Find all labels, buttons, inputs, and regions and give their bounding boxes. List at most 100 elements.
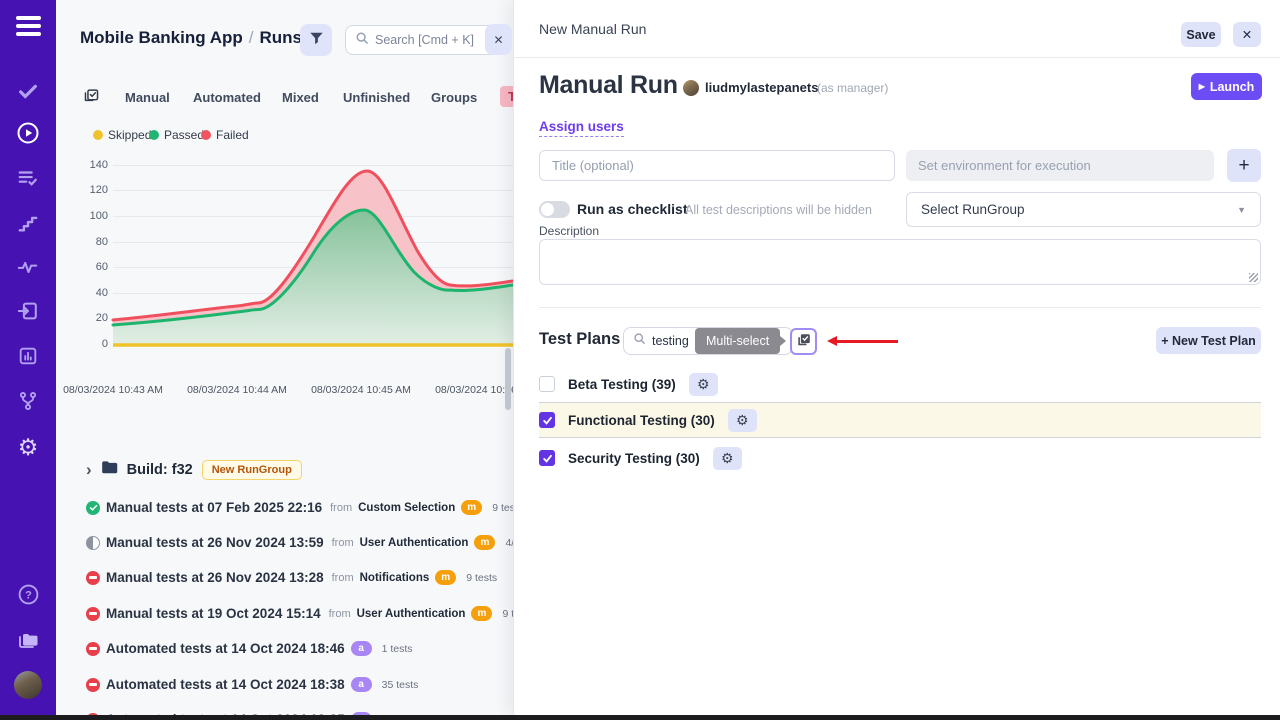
run-row[interactable]: Manual tests at 26 Nov 2024 13:28 from N… [86, 570, 513, 585]
launch-button[interactable]: ▶ Launch [1191, 73, 1262, 100]
plan-checkbox-checked[interactable] [539, 412, 555, 428]
save-button[interactable]: Save [1181, 22, 1221, 47]
analytics-icon[interactable] [0, 345, 56, 367]
runs-play-icon[interactable] [0, 121, 56, 145]
plan-checkbox-unchecked[interactable] [539, 376, 555, 392]
rungroup-label[interactable]: Build: f32 [127, 462, 193, 478]
plan-name[interactable]: Functional Testing (30) [568, 413, 715, 428]
run-count: 9 tests [466, 572, 497, 584]
check-icon[interactable] [0, 80, 56, 102]
run-as-checklist-toggle[interactable] [539, 201, 570, 218]
environment-input[interactable] [906, 150, 1214, 181]
manual-badge: m [461, 500, 482, 515]
run-from-label: from [329, 608, 351, 620]
activity-pulse-icon[interactable] [0, 256, 56, 278]
run-count: 9 tests [492, 502, 513, 514]
annotation-arrow-line [836, 340, 898, 343]
play-icon: ▶ [1199, 82, 1205, 91]
passed-area [113, 210, 513, 345]
branch-icon[interactable] [0, 390, 56, 412]
search-close-button[interactable]: ✕ [485, 24, 512, 55]
xtick-1044: 08/03/2024 10:44 AM [175, 384, 299, 396]
description-label: Description [539, 224, 599, 238]
add-environment-button[interactable]: + [1227, 149, 1261, 182]
status-failed-icon [86, 642, 100, 656]
manual-badge: m [435, 570, 456, 585]
user-avatar[interactable] [0, 671, 56, 704]
multi-select-tooltip: Multi-select [695, 328, 780, 354]
close-icon: ✕ [493, 33, 503, 47]
title-input[interactable] [539, 150, 895, 181]
test-plan-row[interactable]: Beta Testing (39) ⚙ [539, 369, 1261, 399]
run-title[interactable]: Manual tests at 07 Feb 2025 22:16 [106, 500, 322, 515]
description-textarea[interactable] [539, 239, 1261, 285]
run-source[interactable]: User Authentication [357, 608, 466, 620]
status-in-progress-icon [86, 536, 100, 550]
section-divider [539, 307, 1261, 308]
new-test-plan-button[interactable]: + New Test Plan [1156, 327, 1261, 354]
assign-users-link[interactable]: Assign users [539, 119, 624, 137]
menu-icon[interactable] [0, 12, 56, 40]
run-row[interactable]: Manual tests at 19 Oct 2024 15:14 from U… [86, 606, 513, 621]
run-from-label: from [332, 537, 354, 549]
run-row[interactable]: Manual tests at 07 Feb 2025 22:16 from C… [86, 500, 513, 515]
resize-grip-icon[interactable] [1249, 273, 1258, 282]
new-rungroup-badge[interactable]: New RunGroup [202, 460, 302, 480]
multi-select-button[interactable] [790, 328, 817, 355]
plan-name[interactable]: Beta Testing (39) [568, 377, 676, 392]
checklist-icon[interactable] [0, 167, 56, 189]
run-title-heading: Manual Run [539, 71, 678, 100]
svg-text:?: ? [25, 590, 32, 602]
plan-name[interactable]: Security Testing (30) [568, 451, 700, 466]
run-count: 9 tests [502, 608, 513, 620]
rungroup-select-value: Select RunGroup [921, 202, 1025, 217]
panel-close-button[interactable]: ✕ [1233, 22, 1261, 47]
plan-gear-button[interactable]: ⚙ [728, 409, 757, 432]
test-plan-row[interactable]: Security Testing (30) ⚙ [539, 443, 1261, 473]
rungroup-row[interactable]: › Build: f32 New RunGroup [86, 460, 302, 480]
checklist-hint: All test descriptions will be hidden [685, 203, 872, 217]
new-manual-run-panel: New Manual Run Save ✕ Manual Run liudmyl… [513, 0, 1280, 715]
status-passed-icon [86, 501, 100, 515]
run-count: 35 tests [382, 679, 419, 691]
launch-label: Launch [1210, 80, 1254, 94]
plan-gear-button[interactable]: ⚙ [689, 373, 718, 396]
owner-role: (as manager) [817, 81, 888, 95]
run-title[interactable]: Automated tests at 14 Oct 2024 18:46 [106, 641, 345, 656]
test-plan-row-highlighted[interactable]: Functional Testing (30) ⚙ [539, 402, 1261, 438]
import-icon[interactable] [0, 300, 56, 322]
plan-checkbox-checked[interactable] [539, 450, 555, 466]
projects-folders-icon[interactable] [0, 628, 56, 652]
run-row[interactable]: Automated tests at 14 Oct 2024 18:38 a 3… [86, 677, 513, 692]
run-title[interactable]: Manual tests at 26 Nov 2024 13:59 [106, 535, 324, 550]
runs-area-chart [56, 0, 513, 400]
xtick-1043: 08/03/2024 10:43 AM [56, 384, 175, 396]
steps-icon[interactable] [0, 212, 56, 234]
manual-badge: m [471, 606, 492, 621]
help-icon[interactable]: ? [0, 583, 56, 606]
run-title[interactable]: Automated tests at 14 Oct 2024 18:38 [106, 677, 345, 692]
run-row[interactable]: Automated tests at 14 Oct 2024 18:46 a 1… [86, 641, 513, 656]
run-title[interactable]: Manual tests at 19 Oct 2024 15:14 [106, 606, 321, 621]
status-failed-icon [86, 678, 100, 692]
run-source[interactable]: Custom Selection [358, 502, 455, 514]
app-sidebar: ⚙ ? [0, 0, 56, 720]
owner-name[interactable]: liudmylastepanets [705, 80, 818, 95]
run-title[interactable]: Manual tests at 26 Nov 2024 13:28 [106, 570, 324, 585]
run-source[interactable]: User Authentication [360, 537, 469, 549]
gear-icon: ⚙ [721, 450, 734, 466]
run-row[interactable]: Manual tests at 26 Nov 2024 13:59 from U… [86, 535, 513, 550]
run-source[interactable]: Notifications [360, 572, 430, 584]
gear-icon: ⚙ [697, 376, 710, 392]
search-icon [633, 332, 646, 350]
chevron-right-icon[interactable]: › [86, 463, 92, 477]
run-from-label: from [330, 502, 352, 514]
folder-icon [101, 460, 118, 480]
plan-gear-button[interactable]: ⚙ [713, 447, 742, 470]
settings-gear-icon[interactable]: ⚙ [0, 434, 56, 461]
manual-badge: m [474, 535, 495, 550]
xtick-1045: 08/03/2024 10:45 AM [299, 384, 423, 396]
owner-avatar [683, 80, 699, 96]
panel-scrollbar[interactable] [505, 348, 511, 410]
rungroup-select[interactable]: Select RunGroup ▼ [906, 192, 1261, 227]
